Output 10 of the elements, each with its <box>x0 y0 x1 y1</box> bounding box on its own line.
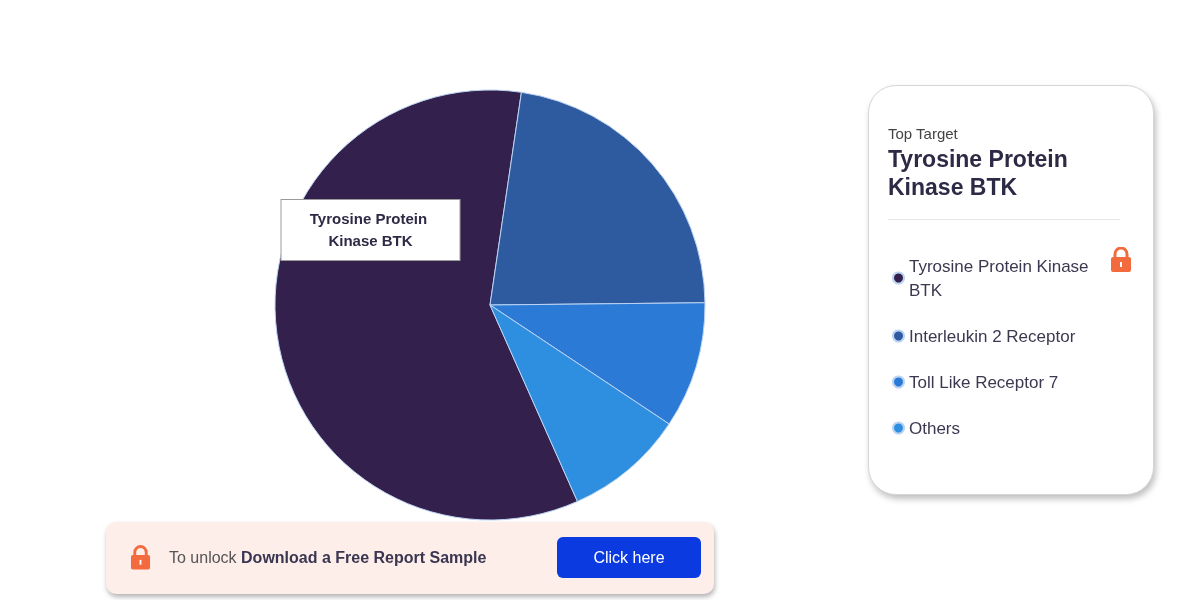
text: Download a Free Report Sample <box>241 549 487 566</box>
legend-label: Others <box>909 418 961 438</box>
legend-title: Top Target <box>888 125 958 142</box>
legend-label: Tyrosine Protein Kinase BTK <box>909 256 1094 300</box>
data-label: Tyrosine Protein Kinase BTK <box>309 210 432 250</box>
legend-label: Interleukin 2 Receptor <box>909 326 1076 346</box>
text: Tyrosine Protein Kinase BTK <box>888 145 1069 201</box>
button: Click here <box>557 537 701 578</box>
text: To unlock <box>169 549 237 566</box>
legend-label: Toll Like Receptor 7 <box>909 372 1059 392</box>
